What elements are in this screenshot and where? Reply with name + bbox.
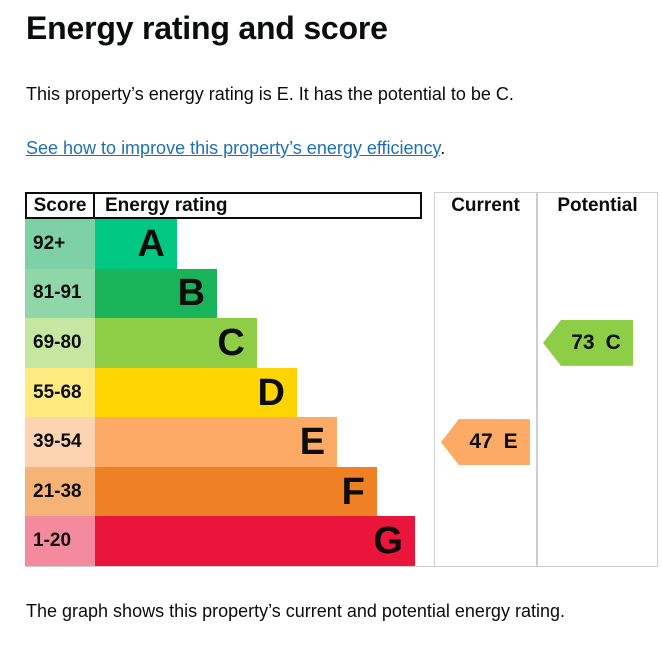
intro-text: This property’s energy rating is E. It h… (26, 84, 514, 104)
band-bar-b: B (95, 268, 218, 319)
band-bar-e: E (95, 417, 338, 467)
score-range-a: 92+ (25, 219, 95, 269)
current-rating-arrow: 47 E (441, 419, 530, 466)
potential-column-header: Potential (557, 195, 638, 216)
bar-area-g: G (95, 516, 435, 567)
score-range-c: 69-80 (25, 318, 95, 368)
improve-efficiency-link[interactable]: See how to improve this property’s energ… (26, 138, 441, 158)
potential-column: Potential (537, 192, 658, 567)
band-bar-f: F (95, 466, 377, 517)
potential-rating-value: 73 (571, 330, 595, 354)
score-range-e: 39-54 (25, 417, 95, 467)
band-row-b: 81-91 B (25, 268, 435, 319)
potential-rating-band: C (605, 330, 621, 354)
score-range-b: 81-91 (25, 268, 95, 319)
band-bar-c: C (95, 318, 257, 368)
bar-area-e: E (95, 417, 435, 467)
graph-bottom-border (25, 566, 658, 567)
score-range-f: 21-38 (25, 466, 95, 517)
current-rating-band: E (503, 430, 518, 454)
current-column: Current (434, 192, 537, 567)
potential-rating-arrow: 73 C (543, 319, 633, 366)
rating-bands: 92+ A 81-91 B 69-80 C 55-68 D 39-54 E 21-38 F 1-20 G (25, 219, 435, 567)
band-row-a: 92+ A (25, 219, 435, 269)
improve-link-line: See how to improve this property’s energ… (26, 138, 445, 159)
band-row-c: 69-80 C (25, 318, 435, 368)
bar-area-b: B (95, 268, 435, 319)
current-rating-value: 47 (469, 430, 493, 454)
bar-area-f: F (95, 466, 435, 517)
score-range-g: 1-20 (25, 516, 95, 567)
band-row-d: 55-68 D (25, 367, 435, 418)
link-suffix: . (440, 138, 446, 158)
score-range-d: 55-68 (25, 367, 95, 418)
bar-area-d: D (95, 367, 435, 418)
band-row-g: 1-20 G (25, 516, 435, 567)
band-bar-g: G (95, 516, 415, 567)
bar-area-c: C (95, 318, 435, 368)
band-row-f: 21-38 F (25, 466, 435, 517)
score-column-header: Score (27, 194, 95, 217)
energy-rating-column-header: Energy rating (105, 194, 228, 216)
bar-area-a: A (95, 219, 435, 269)
page-title: Energy rating and score (26, 10, 388, 46)
band-bar-d: D (95, 367, 297, 418)
current-column-header: Current (451, 195, 520, 216)
graph-caption: The graph shows this property’s current … (26, 601, 565, 621)
energy-rating-graph: Score Energy rating Current Potential 92… (25, 192, 658, 568)
band-bar-a: A (95, 219, 177, 269)
graph-header: Score Energy rating (25, 192, 422, 219)
band-row-e: 39-54 E (25, 417, 435, 467)
